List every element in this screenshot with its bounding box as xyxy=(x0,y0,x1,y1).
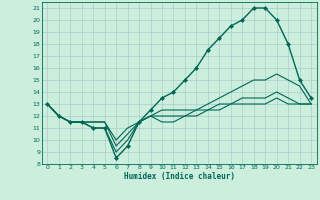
X-axis label: Humidex (Indice chaleur): Humidex (Indice chaleur) xyxy=(124,172,235,181)
